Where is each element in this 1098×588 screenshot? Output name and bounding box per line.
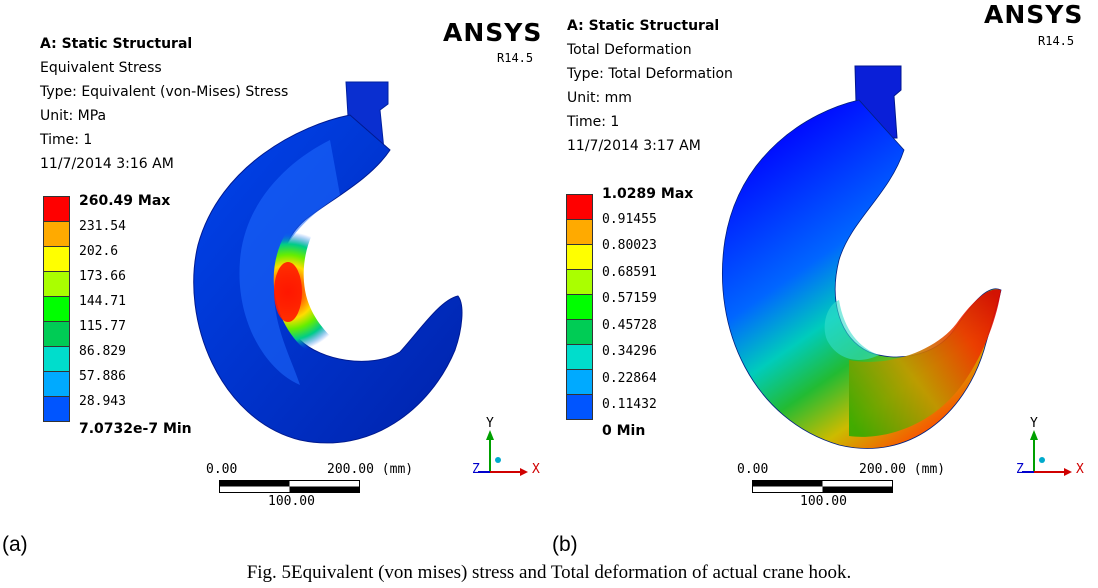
panel-letter: (a) [2,533,28,556]
legend-swatch-1 [566,194,593,220]
result-type: Type: Total Deformation [567,66,733,82]
ansys-logo: ANSYS [443,18,543,47]
legend-label: 28.943 [79,394,126,409]
ansys-version: R14.5 [1038,34,1075,48]
legend-swatch-8 [43,371,70,397]
result-name: Equivalent Stress [40,60,162,76]
scale-start-label: 0.00 [737,462,769,477]
legend-label: 0.91455 [602,212,657,227]
legend-label: 0.57159 [602,291,657,306]
legend-label: 115.77 [79,319,126,334]
result-type: Type: Equivalent (von-Mises) Stress [40,84,289,100]
analysis-title: A: Static Structural [40,36,193,52]
axis-triad [1022,430,1072,476]
legend-label-max: 1.0289 Max [602,186,694,202]
legend-swatch-7 [566,344,593,370]
result-date: 11/7/2014 3:16 AM [40,156,174,172]
analysis-title: A: Static Structural [567,18,720,34]
result-unit: Unit: MPa [40,108,107,124]
legend-swatch-1 [43,196,70,222]
legend-swatch-2 [43,221,70,247]
triad-z-label: Z [472,462,480,477]
legend-label: 0.22864 [602,371,657,386]
result-unit: Unit: mm [567,90,632,106]
legend-swatch-5 [566,294,593,320]
legend-label-min: 7.0732e-7 Min [79,421,192,437]
legend-label: 0.11432 [602,397,657,412]
legend-label: 86.829 [79,344,126,359]
ansys-version: R14.5 [497,51,534,65]
scale-end-label: 200.00 (mm) [327,462,414,477]
triad-x-label: X [532,462,540,477]
panel-equivalent-stress: A: Static Structural Equivalent Stress T… [0,0,549,556]
scale-start-label: 0.00 [206,462,238,477]
result-time: Time: 1 [40,132,93,148]
legend-label: 0.34296 [602,344,657,359]
scale-bar [752,480,893,493]
triad-z-label: Z [1016,462,1024,477]
legend-swatch-6 [43,321,70,347]
triad-x-label: X [1076,462,1084,477]
legend-swatch-3 [566,244,593,270]
result-date: 11/7/2014 3:17 AM [567,138,701,154]
axis-triad [478,430,528,476]
legend-swatch-7 [43,346,70,372]
legend-swatch-6 [566,319,593,345]
scale-bar [219,480,360,493]
legend-label: 144.71 [79,294,126,309]
hook-model-deformation [722,65,1002,449]
legend-swatch-2 [566,219,593,245]
ansys-logo: ANSYS [984,0,1084,29]
legend-swatch-4 [43,271,70,297]
legend-label: 202.6 [79,244,119,259]
scale-end-label: 200.00 (mm) [859,462,946,477]
triad-y-label: Y [486,416,494,431]
legend-label-min: 0 Min [602,423,646,439]
scale-mid-label: 100.00 [268,494,315,509]
result-name: Total Deformation [567,42,692,58]
scale-mid-label: 100.00 [800,494,847,509]
result-time: Time: 1 [567,114,620,130]
result-info: A: Static Structural Equivalent Stress T… [40,32,288,176]
figure-caption: Fig. 5Equivalent (von mises) stress and … [246,562,852,583]
legend-label-max: 260.49 Max [79,193,171,209]
legend-label: 0.68591 [602,265,657,280]
legend-label: 231.54 [79,219,126,234]
panel-total-deformation: A: Static Structural Total Deformation T… [549,0,1098,556]
legend-swatch-3 [43,246,70,272]
legend-swatch-4 [566,269,593,295]
legend-swatch-8 [566,369,593,395]
legend-label: 173.66 [79,269,126,284]
panel-letter: (b) [552,533,578,556]
triad-y-label: Y [1030,416,1038,431]
legend-label: 57.886 [79,369,126,384]
legend-label: 0.80023 [602,238,657,253]
legend-label: 0.45728 [602,318,657,333]
result-info: A: Static Structural Total Deformation T… [567,14,733,158]
legend-swatch-9 [566,394,593,420]
hook-model-stress [193,81,463,444]
legend-swatch-5 [43,296,70,322]
legend-swatch-9 [43,396,70,422]
